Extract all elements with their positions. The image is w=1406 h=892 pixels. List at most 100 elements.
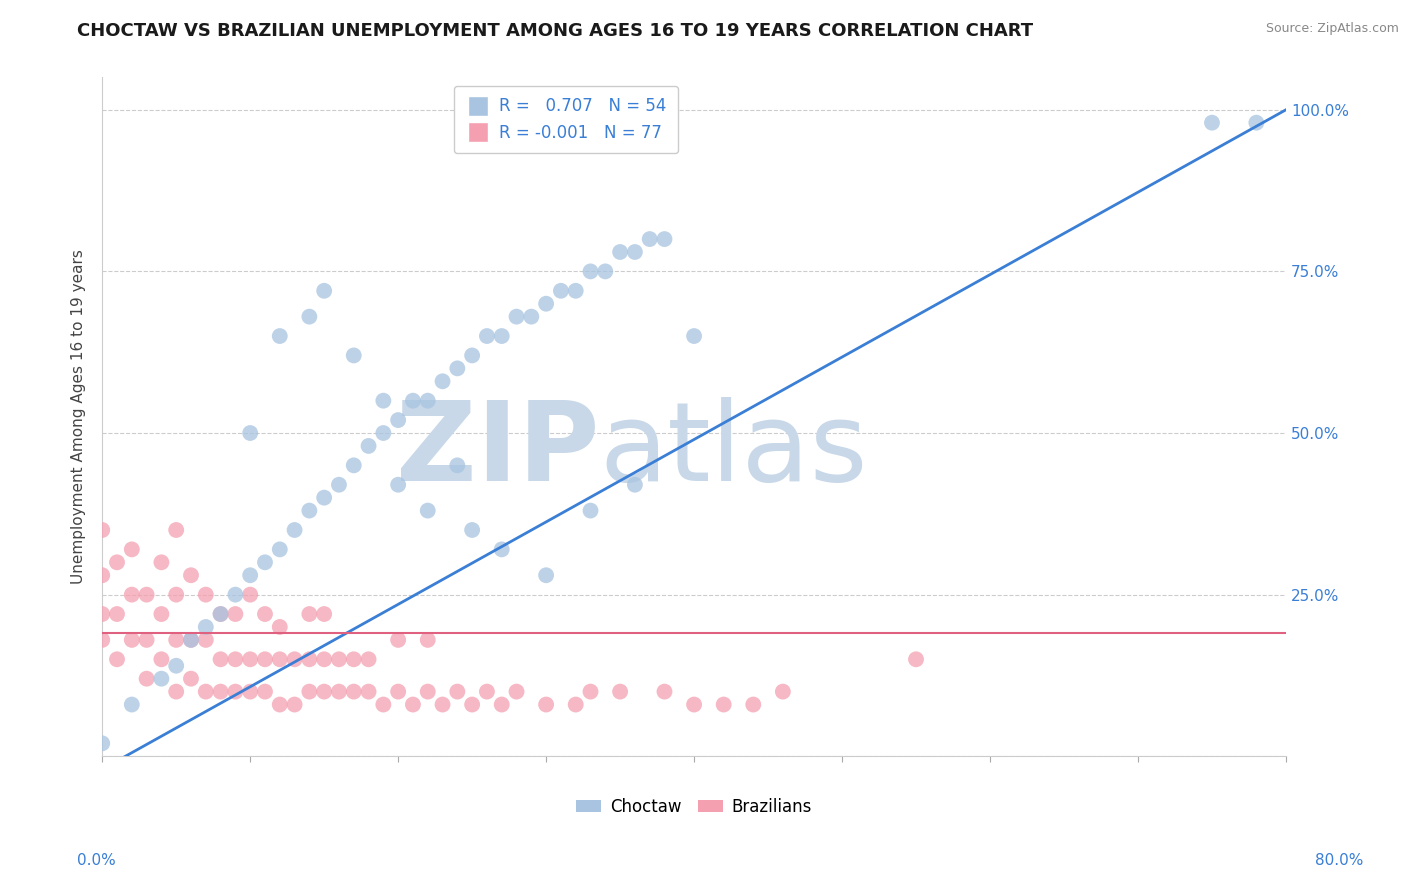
Point	[194, 632, 217, 647]
Point	[905, 652, 928, 666]
Point	[91, 632, 114, 647]
Point	[416, 503, 439, 517]
Point	[209, 652, 232, 666]
Point	[150, 672, 173, 686]
Point	[135, 588, 157, 602]
Point	[269, 329, 291, 343]
Point	[224, 684, 246, 698]
Point	[432, 374, 454, 388]
Point	[683, 698, 706, 712]
Point	[269, 542, 291, 557]
Point	[298, 607, 321, 621]
Point	[491, 542, 513, 557]
Point	[253, 555, 276, 569]
Point	[550, 284, 572, 298]
Point	[505, 684, 527, 698]
Point	[343, 684, 366, 698]
Point	[595, 264, 617, 278]
Point	[135, 672, 157, 686]
Point	[505, 310, 527, 324]
Point	[121, 632, 143, 647]
Point	[328, 477, 350, 491]
Point	[239, 652, 262, 666]
Point	[1246, 116, 1268, 130]
Point	[105, 555, 128, 569]
Point	[328, 684, 350, 698]
Point	[416, 684, 439, 698]
Point	[624, 245, 647, 260]
Point	[343, 458, 366, 473]
Y-axis label: Unemployment Among Ages 16 to 19 years: Unemployment Among Ages 16 to 19 years	[72, 250, 86, 584]
Point	[475, 329, 498, 343]
Point	[402, 393, 425, 408]
Text: 0.0%: 0.0%	[77, 854, 117, 868]
Point	[150, 607, 173, 621]
Point	[534, 698, 557, 712]
Point	[209, 607, 232, 621]
Point	[461, 348, 484, 362]
Point	[446, 684, 468, 698]
Point	[209, 684, 232, 698]
Point	[239, 684, 262, 698]
Point	[224, 652, 246, 666]
Point	[180, 672, 202, 686]
Point	[224, 588, 246, 602]
Point	[121, 588, 143, 602]
Point	[387, 632, 409, 647]
Point	[446, 458, 468, 473]
Point	[105, 607, 128, 621]
Point	[520, 310, 543, 324]
Point	[1201, 116, 1223, 130]
Point	[209, 607, 232, 621]
Point	[314, 491, 336, 505]
Point	[446, 361, 468, 376]
Point	[180, 632, 202, 647]
Point	[357, 652, 380, 666]
Point	[150, 555, 173, 569]
Point	[91, 568, 114, 582]
Text: CHOCTAW VS BRAZILIAN UNEMPLOYMENT AMONG AGES 16 TO 19 YEARS CORRELATION CHART: CHOCTAW VS BRAZILIAN UNEMPLOYMENT AMONG …	[77, 22, 1033, 40]
Point	[121, 698, 143, 712]
Point	[284, 652, 307, 666]
Text: Source: ZipAtlas.com: Source: ZipAtlas.com	[1265, 22, 1399, 36]
Point	[579, 264, 602, 278]
Point	[194, 620, 217, 634]
Point	[638, 232, 661, 246]
Point	[239, 425, 262, 440]
Point	[194, 588, 217, 602]
Point	[387, 684, 409, 698]
Point	[343, 348, 366, 362]
Point	[165, 523, 187, 537]
Point	[180, 632, 202, 647]
Point	[239, 588, 262, 602]
Point	[314, 652, 336, 666]
Point	[416, 393, 439, 408]
Legend: Choctaw, Brazilians: Choctaw, Brazilians	[569, 791, 818, 822]
Point	[654, 684, 676, 698]
Point	[357, 684, 380, 698]
Point	[357, 439, 380, 453]
Point	[742, 698, 765, 712]
Point	[402, 698, 425, 712]
Point	[298, 310, 321, 324]
Point	[579, 684, 602, 698]
Point	[609, 245, 631, 260]
Point	[284, 523, 307, 537]
Point	[432, 698, 454, 712]
Point	[194, 684, 217, 698]
Point	[387, 477, 409, 491]
Point	[91, 607, 114, 621]
Text: 80.0%: 80.0%	[1316, 854, 1364, 868]
Point	[373, 698, 395, 712]
Point	[253, 607, 276, 621]
Point	[343, 652, 366, 666]
Point	[91, 736, 114, 750]
Point	[314, 284, 336, 298]
Point	[253, 684, 276, 698]
Point	[314, 607, 336, 621]
Point	[373, 393, 395, 408]
Point	[105, 652, 128, 666]
Point	[373, 425, 395, 440]
Point	[269, 652, 291, 666]
Point	[180, 568, 202, 582]
